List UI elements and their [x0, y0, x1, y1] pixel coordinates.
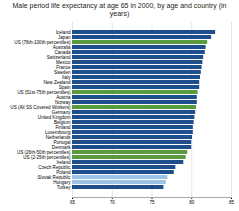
svg-text:80: 80: [189, 200, 195, 205]
svg-text:Sweden: Sweden: [53, 70, 71, 75]
svg-text:70: 70: [110, 200, 116, 205]
svg-text:Australia: Australia: [52, 45, 71, 50]
svg-text:Turkey: Turkey: [57, 185, 72, 190]
svg-text:Denmark: Denmark: [51, 145, 71, 150]
svg-text:Czech Republic: Czech Republic: [38, 165, 71, 170]
svg-text:Mexico: Mexico: [55, 60, 71, 65]
svg-text:85: 85: [229, 200, 235, 205]
svg-text:Belgium: Belgium: [53, 120, 71, 125]
svg-text:Germany: Germany: [51, 110, 71, 115]
svg-text:Portugal: Portugal: [53, 140, 71, 145]
svg-text:Finland: Finland: [55, 125, 71, 130]
svg-text:Iceland: Iceland: [55, 30, 71, 35]
svg-text:Ireland: Ireland: [56, 160, 71, 165]
svg-text:New Zealand: New Zealand: [43, 80, 71, 85]
svg-text:US (51st-75th percentiles): US (51st-75th percentiles): [17, 90, 71, 95]
svg-text:Austria: Austria: [56, 95, 71, 100]
svg-text:Japan: Japan: [58, 35, 71, 40]
svg-text:United Kingdom: United Kingdom: [37, 115, 71, 120]
svg-text:France: France: [56, 65, 71, 70]
svg-text:Spain: Spain: [58, 85, 71, 90]
svg-text:Netherlands: Netherlands: [45, 135, 71, 140]
html-text:Male period life expectancy at: Male period life expectancy at age 65 in…: [12, 2, 227, 17]
svg-text:Italy: Italy: [62, 75, 71, 80]
svg-text:US (All SS Covered Workers): US (All SS Covered Workers): [10, 105, 71, 110]
svg-text:Norway: Norway: [54, 100, 71, 105]
svg-text:US (76th-100th percentiles): US (76th-100th percentiles): [14, 40, 71, 45]
svg-text:Poland: Poland: [56, 170, 71, 175]
svg-text:Slovak Republic: Slovak Republic: [37, 175, 71, 180]
svg-text:65: 65: [70, 200, 76, 205]
svg-text:75: 75: [149, 200, 155, 205]
svg-text:Luxembourg: Luxembourg: [45, 130, 71, 135]
svg-text:Switzerland: Switzerland: [46, 55, 71, 60]
svg-text:Hungary: Hungary: [53, 180, 71, 185]
svg-text:US (26th-50th percentiles): US (26th-50th percentiles): [16, 150, 71, 155]
svg-text:Canada: Canada: [54, 50, 71, 55]
svg-text:US (2-25th percentiles): US (2-25th percentiles): [23, 155, 71, 160]
